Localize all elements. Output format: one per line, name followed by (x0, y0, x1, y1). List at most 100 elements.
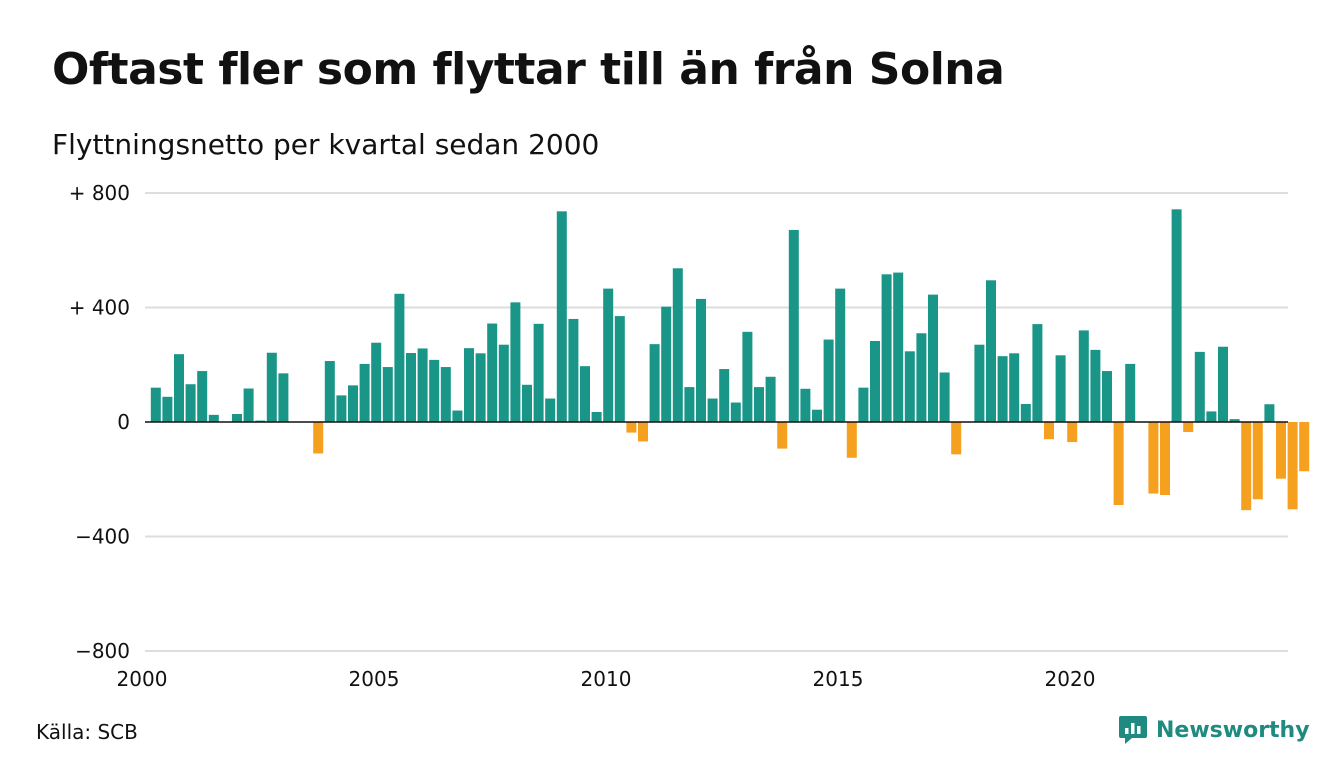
bar-2024-k1 (1264, 404, 1275, 422)
bar-2012-k4 (742, 331, 753, 422)
bar-2003-k4 (324, 361, 335, 422)
bar-2007-k3 (498, 344, 509, 422)
bar-2024-k2 (1276, 422, 1286, 479)
bar-2023-k4 (1252, 422, 1263, 500)
bar-2015-k3 (870, 340, 880, 422)
x-tick-label: 2005 (349, 667, 400, 691)
bar-2014-k4 (835, 288, 846, 422)
y-tick-labels: + 800 + 400 0 −400 −800 (69, 181, 130, 663)
bar-2018-k1 (986, 280, 996, 422)
bar-2007-k2 (487, 323, 498, 422)
y-tick-label: −800 (75, 639, 130, 663)
bar-2008-k1 (522, 384, 532, 422)
bar-2005-k4 (417, 348, 428, 422)
bar-2021-k3 (1148, 422, 1159, 494)
source-note: Källa: SCB (36, 720, 138, 744)
x-tick-label: 2020 (1045, 667, 1096, 691)
bar-2018-k3 (1009, 353, 1020, 422)
bar-2014-k3 (823, 339, 834, 422)
bar-2000-k1 (150, 387, 161, 422)
bar-2011-k4 (696, 298, 706, 422)
y-tick-label: + 800 (69, 181, 130, 205)
bar-2011-k2 (672, 268, 683, 422)
bar-2006-k4 (464, 348, 474, 422)
bar-2016-k3 (916, 333, 927, 422)
bar-2012-k2 (719, 369, 730, 422)
bar-2003-k3 (313, 422, 324, 454)
bar-2008-k2 (533, 323, 544, 422)
bar-2002-k4 (278, 373, 289, 422)
bar-2022-k1 (1171, 209, 1182, 422)
bar-2010-k1 (614, 316, 625, 422)
bar-2010-k4 (649, 344, 660, 422)
bar-2005-k3 (406, 353, 416, 422)
bar-2011-k3 (684, 387, 695, 422)
bar-2006-k1 (429, 359, 440, 422)
bar-2008-k3 (545, 398, 556, 422)
bar-2021-k1 (1125, 363, 1136, 422)
bar-2019-k4 (1067, 422, 1078, 443)
y-tick-label: + 400 (69, 296, 130, 320)
bar-2020-k3 (1102, 371, 1112, 422)
bar-2015-k4 (881, 274, 892, 422)
bar-2020-k4 (1113, 422, 1124, 506)
bar-2018-k4 (1020, 403, 1031, 422)
bar-2020-k1 (1078, 330, 1089, 422)
bar-2022-k2 (1183, 422, 1194, 433)
bar-2002-k3 (266, 352, 277, 422)
bar-2008-k4 (556, 211, 567, 422)
x-tick-label: 2010 (581, 667, 632, 691)
bar-2013-k3 (777, 422, 788, 449)
bar-2014-k1 (800, 388, 811, 422)
bar-2016-k1 (893, 272, 904, 422)
newsworthy-logo-icon (1119, 716, 1147, 744)
bar-2020-k2 (1090, 349, 1101, 422)
bar-2019-k2 (1044, 422, 1054, 440)
gridlines (145, 192, 1288, 652)
bar-2013-k2 (765, 376, 776, 422)
bar-2016-k4 (928, 294, 938, 422)
bar-2009-k3 (591, 411, 602, 422)
bar-2023-k1 (1218, 346, 1228, 422)
bar-2011-k1 (661, 306, 672, 422)
bar-2022-k3 (1194, 351, 1205, 422)
bar-2000-k2 (162, 396, 173, 422)
brand-name: Newsworthy (1156, 717, 1310, 743)
bar-2023-k3 (1241, 422, 1252, 511)
bar-2009-k1 (568, 318, 579, 422)
bar-2018-k2 (997, 356, 1008, 422)
x-tick-label: 2000 (117, 667, 168, 691)
bar-2010-k2 (626, 422, 637, 433)
bar-2017-k2 (951, 422, 962, 455)
bar-2012-k3 (730, 402, 741, 422)
bar-2012-k1 (707, 398, 718, 422)
bar-2001-k4 (232, 413, 242, 422)
bar-2017-k4 (974, 344, 985, 422)
bar-2004-k3 (359, 363, 370, 422)
bar-2004-k4 (371, 342, 382, 422)
bar-2001-k2 (208, 414, 219, 422)
bar-2004-k2 (348, 385, 358, 422)
bar-2009-k4 (603, 288, 614, 422)
bar-2007-k4 (510, 302, 521, 422)
bars (150, 209, 1310, 511)
bar-2014-k2 (812, 409, 822, 422)
bar-2005-k2 (394, 293, 405, 422)
bar-2006-k3 (452, 410, 463, 422)
bar-2013-k1 (754, 387, 764, 422)
bar-2001-k1 (197, 371, 208, 422)
bar-2015-k2 (858, 387, 869, 422)
bar-2000-k4 (185, 384, 196, 422)
bar-2017-k1 (939, 372, 950, 422)
bar-2021-k4 (1160, 422, 1170, 495)
x-tick-label: 2015 (813, 667, 864, 691)
bar-2019-k3 (1055, 355, 1066, 422)
brand-logo: Newsworthy (1118, 714, 1310, 746)
x-tick-labels: 2000 2005 2010 2015 2020 (117, 667, 1096, 691)
bar-2005-k1 (382, 367, 393, 422)
bar-2006-k2 (440, 367, 451, 422)
bar-2013-k4 (788, 229, 799, 422)
bar-2016-k2 (904, 351, 915, 422)
bar-2000-k3 (174, 354, 184, 422)
